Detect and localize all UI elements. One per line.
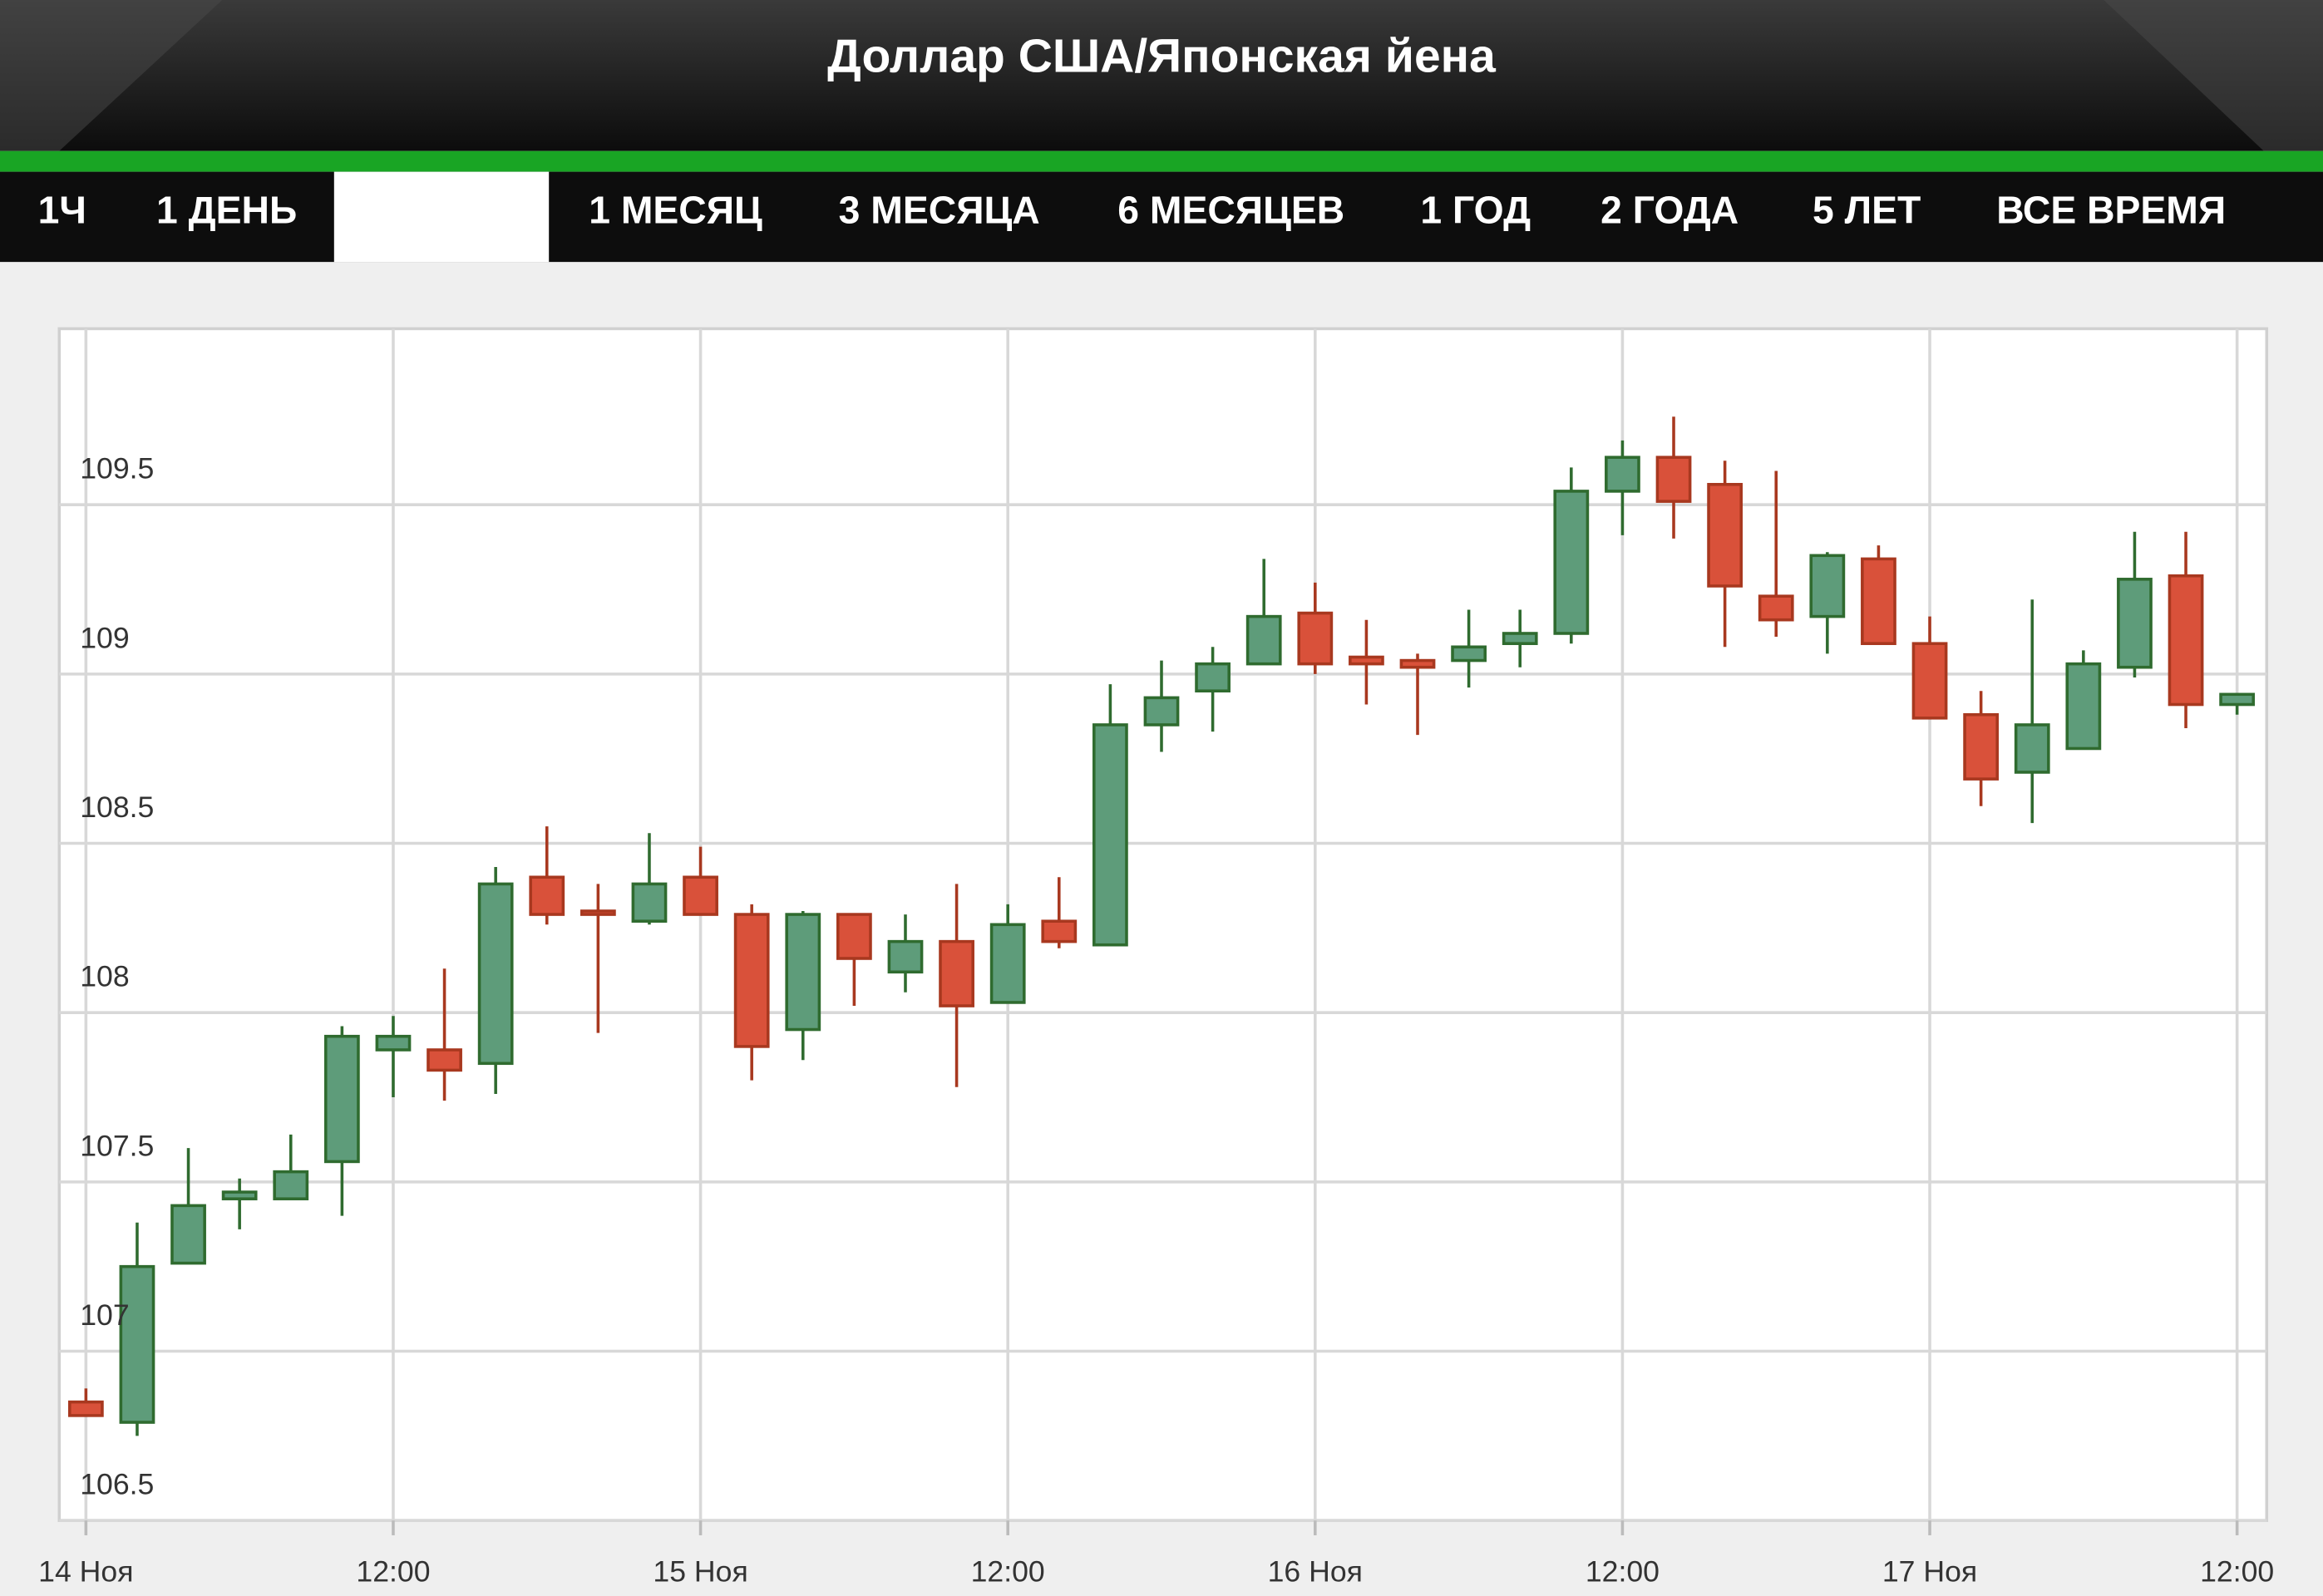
candle-body <box>1195 662 1231 693</box>
candle-body <box>1655 456 1692 503</box>
x-tick-label: 14 Ноя <box>38 1555 133 1589</box>
candle-body <box>1911 642 1948 720</box>
candle-body <box>1451 645 1487 663</box>
candle-body <box>1605 456 1640 493</box>
y-tick-label: 108.5 <box>80 791 154 824</box>
candle-body <box>683 875 718 916</box>
header-corner <box>2104 0 2323 151</box>
candle-body <box>2014 723 2050 774</box>
grid <box>59 328 2267 1535</box>
candle-body <box>221 1190 258 1200</box>
y-tick-label: 108 <box>80 960 129 993</box>
candle-body <box>989 923 1026 1004</box>
tabs: 1Ч 1 ДЕНЬ 5 ДНЕЙ 1 МЕСЯЦ 3 МЕСЯЦА 6 МЕСЯЦЕВ 1 … <box>38 171 2226 263</box>
candle-body <box>1349 655 1384 666</box>
x-tick-label: 17 Ноя <box>1882 1555 1977 1589</box>
candle-body <box>1143 696 1180 727</box>
candle-body <box>1553 490 1590 635</box>
candle-body <box>1399 658 1436 669</box>
candle-body <box>2065 662 2102 751</box>
x-tick-label: 12:00 <box>356 1555 430 1589</box>
tab[interactable]: 2 ГОДА <box>1600 189 1739 232</box>
candle-body <box>119 1264 155 1424</box>
candle-body <box>67 1400 104 1417</box>
candle-body <box>1041 919 1078 943</box>
candle-body <box>170 1204 206 1265</box>
tab[interactable]: 1 ДЕНЬ <box>156 189 297 232</box>
axis-labels: 109.5 109 108.5 108 107.5 107 106.5 14 Ноя 12:00… <box>38 452 2274 1589</box>
tab[interactable]: 1Ч <box>38 189 86 232</box>
y-tick-label: 109 <box>80 621 129 654</box>
tab[interactable]: 5 ДНЕЙ <box>371 189 511 232</box>
candle-body <box>631 882 668 923</box>
candle-body <box>836 913 872 960</box>
x-tick-label: 15 Ноя <box>653 1555 747 1589</box>
candle-body <box>375 1034 412 1052</box>
candle-body <box>1707 482 1743 588</box>
candle-body <box>733 913 770 1048</box>
candle-body <box>323 1034 360 1164</box>
y-tick-label: 109.5 <box>80 452 154 485</box>
tab[interactable]: 5 ЛЕТ <box>1813 189 1921 232</box>
plot-area <box>57 327 2269 1522</box>
x-tick-label: 12:00 <box>1586 1555 1660 1589</box>
candle-body <box>1245 614 1282 666</box>
y-tick-label: 106.5 <box>80 1468 154 1501</box>
header <box>0 0 2323 151</box>
candle-body <box>427 1048 462 1072</box>
candle-body <box>580 909 616 916</box>
x-tick-label: 16 Ноя <box>1268 1555 1363 1589</box>
tab[interactable]: 6 МЕСЯЦЕВ <box>1117 189 1344 232</box>
tab[interactable]: 1 ГОД <box>1420 189 1531 232</box>
candle-body <box>2117 578 2153 669</box>
candle-body <box>529 875 565 916</box>
candle-body <box>273 1170 309 1200</box>
candle-body <box>1963 712 2000 781</box>
candle-body <box>1861 557 1896 645</box>
tab[interactable]: ВСЕ ВРЕМЯ <box>1996 189 2226 232</box>
candle-body <box>1809 554 1846 618</box>
candle-body <box>1092 723 1128 947</box>
candle-body <box>2219 692 2256 707</box>
tab[interactable]: 3 МЕСЯЦА <box>839 189 1040 232</box>
candle-body <box>1502 632 1538 645</box>
title: Доллар США/Японская йена <box>827 29 1497 82</box>
x-tick-label: 12:00 <box>2200 1555 2274 1589</box>
accent-bar <box>0 150 2323 172</box>
candle-body <box>1297 611 1334 666</box>
candle-body <box>477 882 514 1066</box>
candle-body <box>939 939 974 1007</box>
x-tick-label: 12:00 <box>971 1555 1045 1589</box>
candles <box>67 416 2256 1436</box>
tab[interactable]: 1 МЕСЯЦ <box>589 189 762 232</box>
candle-body <box>887 939 924 974</box>
header-corner <box>0 0 223 151</box>
y-tick-label: 107.5 <box>80 1129 154 1162</box>
tab-selected-bg[interactable] <box>333 171 550 263</box>
candle-body <box>785 913 821 1032</box>
candle-body <box>2168 574 2204 707</box>
y-tick-label: 107 <box>80 1298 129 1332</box>
candle-body <box>1758 594 1794 622</box>
